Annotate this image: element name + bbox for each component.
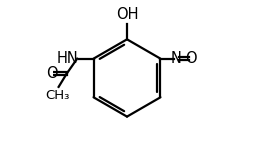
Text: N: N xyxy=(171,51,182,66)
Text: CH₃: CH₃ xyxy=(46,89,70,102)
Text: HN: HN xyxy=(57,51,79,66)
Text: OH: OH xyxy=(116,7,138,22)
Text: O: O xyxy=(186,51,197,66)
Text: O: O xyxy=(46,66,57,81)
